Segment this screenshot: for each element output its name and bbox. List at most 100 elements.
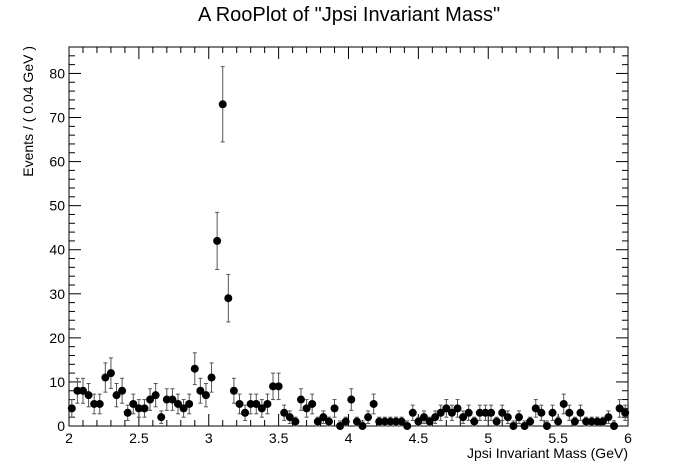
data-point	[453, 399, 462, 418]
data-point	[78, 377, 87, 404]
marker	[520, 422, 529, 430]
marker	[179, 404, 188, 413]
marker	[246, 399, 255, 408]
data-point	[129, 393, 138, 415]
data-point	[615, 399, 624, 418]
data-point	[419, 410, 428, 424]
x-tick-label: 3.5	[269, 430, 289, 446]
marker	[537, 408, 546, 417]
marker	[285, 413, 294, 422]
marker	[67, 404, 76, 413]
marker	[470, 417, 479, 426]
marker	[73, 386, 82, 395]
marker	[201, 391, 210, 400]
data-point	[514, 410, 523, 424]
marker	[498, 408, 507, 417]
data-point	[168, 388, 177, 411]
marker	[447, 408, 456, 417]
data-point	[610, 420, 619, 430]
data-point	[201, 382, 210, 408]
marker	[123, 408, 132, 417]
marker	[330, 404, 339, 413]
data-point	[319, 410, 328, 424]
marker	[78, 386, 87, 395]
data-point	[369, 393, 378, 415]
y-axis: 0 10 20 30 40 50 60 70 80	[49, 46, 628, 434]
data-point	[112, 382, 121, 408]
marker	[274, 382, 283, 391]
axes-frame	[68, 46, 629, 427]
data-point	[336, 420, 345, 430]
marker	[364, 413, 373, 422]
marker	[324, 417, 333, 426]
y-tick-label: 60	[49, 154, 65, 170]
y-tick-label: 40	[49, 242, 65, 258]
marker	[419, 413, 428, 422]
x-tick-label: 3	[205, 430, 213, 446]
marker	[302, 404, 311, 413]
x-axis: 2 2.5 3 3.5 4 4.5 5 5.5 6	[65, 47, 632, 446]
marker	[509, 422, 518, 430]
marker	[531, 404, 540, 413]
marker	[503, 413, 512, 422]
marker	[146, 395, 155, 404]
data-point	[302, 399, 311, 418]
data-point	[587, 416, 596, 427]
data-point	[459, 410, 468, 424]
data-point	[470, 416, 479, 427]
data-point	[213, 211, 222, 270]
marker	[291, 417, 300, 426]
x-tick-label: 5.5	[548, 430, 568, 446]
marker	[487, 408, 496, 417]
y-axis-label: Events / ( 0.04 GeV )	[20, 46, 36, 177]
data-point	[207, 362, 216, 393]
marker	[168, 395, 177, 404]
data-point	[84, 382, 93, 408]
data-point	[313, 416, 322, 427]
marker	[358, 422, 367, 430]
data-point	[257, 399, 266, 418]
marker	[162, 395, 171, 404]
data-point	[492, 416, 501, 427]
data-point	[431, 410, 440, 424]
marker	[408, 408, 417, 417]
marker	[565, 408, 574, 417]
marker	[129, 399, 138, 408]
data-point	[537, 404, 546, 421]
marker	[492, 417, 501, 426]
marker	[213, 236, 222, 245]
data-point	[146, 388, 155, 411]
marker	[218, 100, 227, 109]
data-point	[324, 416, 333, 427]
y-tick-label: 20	[49, 330, 65, 346]
marker	[185, 399, 194, 408]
data-series	[67, 66, 630, 430]
marker	[576, 408, 585, 417]
data-point	[101, 362, 110, 393]
data-point	[425, 416, 434, 427]
marker	[593, 417, 602, 426]
data-point	[246, 393, 255, 415]
marker	[559, 399, 568, 408]
marker	[386, 417, 395, 426]
marker	[425, 417, 434, 426]
data-point	[447, 404, 456, 421]
data-point	[106, 357, 115, 389]
x-tick-label: 2.5	[129, 430, 149, 446]
data-point	[235, 393, 244, 415]
marker	[453, 404, 462, 413]
data-point	[380, 416, 389, 427]
data-point	[414, 416, 423, 427]
data-point	[140, 399, 149, 418]
data-point	[436, 404, 445, 421]
marker	[280, 408, 289, 417]
data-point	[330, 399, 339, 418]
marker	[598, 417, 607, 426]
data-point	[598, 416, 607, 427]
data-point	[224, 273, 233, 323]
data-point	[565, 404, 574, 421]
data-point	[487, 404, 496, 421]
marker	[252, 399, 261, 408]
data-point	[123, 404, 132, 421]
